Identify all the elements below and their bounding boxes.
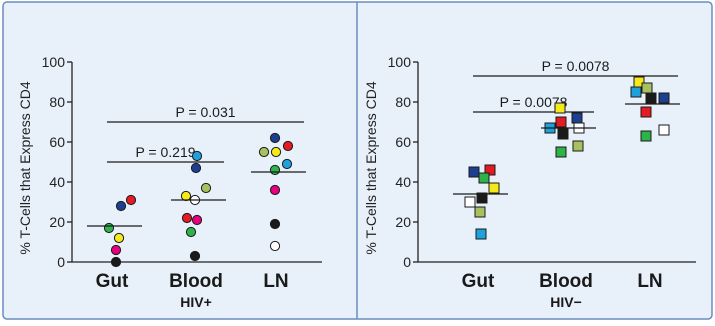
data-point <box>180 190 192 202</box>
data-point <box>103 222 115 234</box>
y-axis-label: % T-Cells that Express CD4 <box>17 81 33 254</box>
data-point <box>113 232 125 244</box>
y-tick-label: 0 <box>403 254 411 270</box>
data-point <box>640 106 652 118</box>
data-point <box>630 86 642 98</box>
data-point <box>475 228 487 240</box>
x-tick-label-blood: Blood <box>169 271 223 292</box>
data-point <box>258 146 270 158</box>
p-value-label: P = 0.031 <box>175 104 235 120</box>
y-tick-label: 40 <box>49 174 65 190</box>
x-tick-label-gut: Gut <box>96 271 129 292</box>
data-point <box>658 92 670 104</box>
data-point <box>641 82 653 94</box>
data-point <box>269 132 281 144</box>
data-point <box>476 192 488 204</box>
data-point <box>185 226 197 238</box>
p-value-label: P = 0.219 <box>135 144 195 160</box>
data-point <box>269 218 281 230</box>
data-point <box>181 212 193 224</box>
data-point <box>640 130 652 142</box>
data-point <box>554 102 566 114</box>
data-point <box>115 200 127 212</box>
data-point <box>645 92 657 104</box>
y-tick-label: 20 <box>395 214 411 230</box>
x-tick-label-blood: Blood <box>539 271 593 292</box>
data-point <box>269 240 281 252</box>
y-tick-label: 0 <box>57 254 65 270</box>
data-point <box>555 146 567 158</box>
y-tick-label: 60 <box>49 134 65 150</box>
data-point <box>281 158 293 170</box>
data-point <box>110 244 122 256</box>
group-label: HIV− <box>550 294 582 310</box>
data-point <box>478 172 490 184</box>
y-tick-label: 40 <box>395 174 411 190</box>
data-point <box>191 150 203 162</box>
data-point <box>190 162 202 174</box>
y-tick-label: 80 <box>395 94 411 110</box>
p-value-label: P = 0.0078 <box>500 94 568 110</box>
y-tick-label: 60 <box>395 134 411 150</box>
chart-panel-hiv-positive: 0 20 40 60 80 100 % T-Cells that Express CD4 Gu… <box>17 54 322 310</box>
data-point <box>125 194 137 206</box>
data-point <box>557 128 569 140</box>
data-point <box>658 124 670 136</box>
data-point <box>488 182 500 194</box>
data-point <box>555 116 567 128</box>
data-point <box>269 184 281 196</box>
data-point <box>110 256 122 268</box>
x-tick-label-gut: Gut <box>462 271 495 292</box>
data-point <box>572 140 584 152</box>
data-point <box>282 140 294 152</box>
group-label: HIV+ <box>180 294 212 310</box>
data-point <box>464 196 476 208</box>
data-point <box>189 250 201 262</box>
data-point <box>200 182 212 194</box>
data-point <box>571 112 583 124</box>
data-point <box>468 166 480 178</box>
y-tick-label: 80 <box>49 94 65 110</box>
x-tick-label-ln: LN <box>263 271 288 292</box>
p-value-label: P = 0.0078 <box>542 58 610 74</box>
y-tick-label: 100 <box>388 54 412 70</box>
y-axis-label: % T-Cells that Express CD4 <box>363 81 379 254</box>
data-point <box>270 146 282 158</box>
x-tick-label-ln: LN <box>637 271 662 292</box>
y-tick-label: 100 <box>42 54 66 70</box>
data-point <box>191 214 203 226</box>
data-point <box>474 206 486 218</box>
data-point <box>484 164 496 176</box>
chart-panel-hiv-negative: 0 20 40 60 80 100 % T-Cells that Express CD4 Gu… <box>363 54 696 310</box>
data-point <box>269 164 281 176</box>
y-tick-label: 20 <box>49 214 65 230</box>
